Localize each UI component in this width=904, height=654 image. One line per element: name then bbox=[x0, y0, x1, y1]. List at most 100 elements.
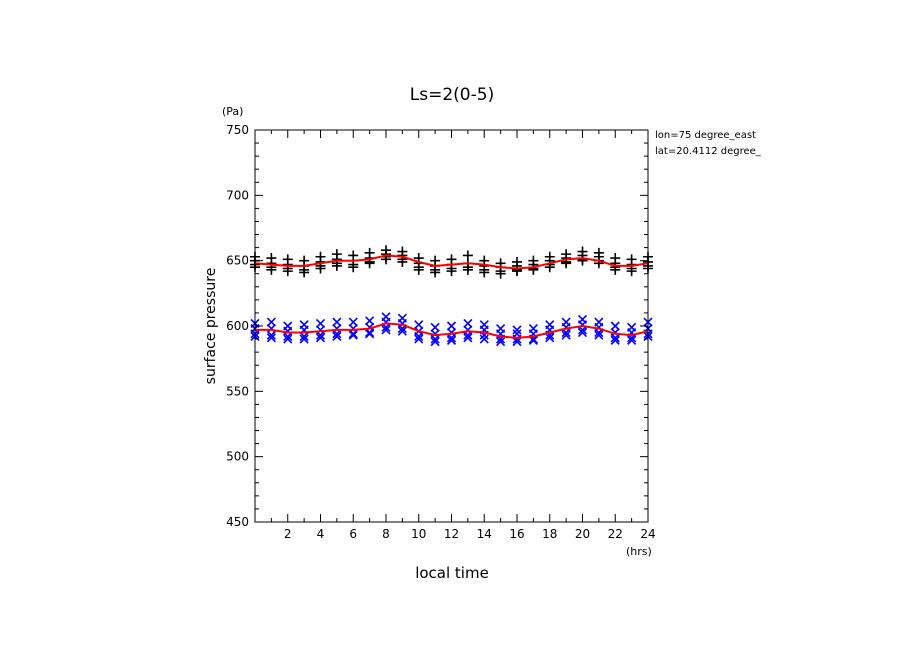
data-point bbox=[462, 250, 473, 261]
data-point bbox=[414, 331, 424, 342]
x-axis-label: local time bbox=[415, 564, 489, 582]
data-point bbox=[610, 335, 620, 345]
x-tick-label: 10 bbox=[411, 527, 426, 541]
data-point bbox=[397, 313, 407, 323]
data-point bbox=[626, 266, 637, 277]
data-point bbox=[561, 330, 571, 340]
data-point bbox=[348, 262, 359, 273]
data-point bbox=[512, 337, 522, 347]
data-point bbox=[332, 329, 342, 339]
data-point bbox=[365, 327, 375, 338]
data-point bbox=[315, 330, 326, 340]
data-point bbox=[397, 256, 408, 267]
x-tick-label: 14 bbox=[477, 527, 492, 541]
data-point bbox=[348, 250, 359, 261]
data-point bbox=[365, 316, 375, 326]
data-point bbox=[413, 264, 424, 275]
data-point bbox=[496, 324, 506, 334]
plot-frame bbox=[254, 129, 649, 523]
data-point bbox=[266, 317, 276, 327]
y-tick-label: 500 bbox=[226, 450, 249, 464]
x-tick-label: 4 bbox=[317, 527, 325, 541]
x-tick-label: 16 bbox=[509, 527, 524, 541]
data-point bbox=[446, 321, 457, 331]
data-point bbox=[299, 320, 309, 330]
data-point bbox=[627, 335, 637, 345]
x-tick-label: 8 bbox=[382, 527, 390, 541]
data-point bbox=[594, 317, 604, 327]
data-point bbox=[266, 330, 276, 340]
series-2 bbox=[250, 312, 653, 347]
data-point bbox=[381, 245, 391, 256]
data-point bbox=[283, 321, 293, 331]
data-point bbox=[332, 331, 342, 342]
data-point bbox=[299, 255, 310, 266]
data-point bbox=[545, 333, 555, 343]
data-point bbox=[299, 331, 309, 342]
data-point bbox=[610, 321, 620, 331]
data-point bbox=[315, 333, 326, 343]
data-point bbox=[283, 334, 293, 344]
data-point bbox=[348, 330, 358, 340]
y-tick-label: 700 bbox=[226, 188, 249, 202]
data-point bbox=[446, 254, 457, 265]
data-point bbox=[365, 329, 375, 339]
annotation-lat: lat=20.4112 degree_ bbox=[655, 146, 762, 157]
x-unit-label: (hrs) bbox=[626, 545, 652, 558]
series-1 bbox=[250, 245, 653, 279]
data-point bbox=[463, 333, 473, 343]
data-point bbox=[430, 322, 440, 332]
data-point bbox=[430, 337, 440, 347]
data-point bbox=[528, 324, 538, 334]
data-point bbox=[446, 266, 457, 277]
data-point bbox=[332, 317, 342, 327]
data-point bbox=[512, 325, 522, 335]
data-point bbox=[479, 267, 490, 278]
data-point bbox=[479, 320, 489, 330]
data-point bbox=[414, 334, 424, 344]
data-point bbox=[626, 254, 637, 265]
data-point bbox=[610, 333, 620, 343]
data-point bbox=[594, 330, 604, 340]
data-point bbox=[364, 247, 375, 258]
x-tick-label: 24 bbox=[640, 527, 655, 541]
data-point bbox=[479, 334, 489, 344]
data-point bbox=[299, 267, 310, 278]
data-point bbox=[299, 334, 309, 344]
x-tick-label: 20 bbox=[575, 527, 590, 541]
data-point bbox=[593, 247, 604, 258]
x-tick-label: 6 bbox=[349, 527, 357, 541]
data-point bbox=[496, 337, 506, 347]
y-unit-label: (Pa) bbox=[222, 105, 243, 118]
data-point bbox=[315, 318, 326, 328]
data-point bbox=[282, 254, 293, 265]
data-point bbox=[381, 325, 391, 335]
data-point bbox=[331, 260, 342, 271]
data-point bbox=[495, 268, 506, 279]
data-point bbox=[283, 331, 293, 342]
data-point bbox=[381, 312, 391, 322]
data-point bbox=[577, 246, 588, 257]
data-point bbox=[282, 266, 293, 277]
data-point bbox=[266, 333, 276, 343]
x-tick-label: 22 bbox=[608, 527, 623, 541]
data-point bbox=[561, 249, 572, 260]
data-point bbox=[397, 246, 408, 257]
data-point bbox=[544, 251, 555, 262]
data-point bbox=[528, 255, 539, 266]
data-point bbox=[577, 314, 588, 325]
data-point bbox=[266, 264, 277, 275]
y-axis-label: surface pressure bbox=[203, 268, 219, 385]
data-point bbox=[266, 253, 277, 264]
data-point bbox=[430, 267, 441, 278]
y-tick-label: 750 bbox=[226, 123, 249, 137]
data-point bbox=[577, 327, 588, 338]
data-point bbox=[610, 253, 621, 264]
x-tick-label: 18 bbox=[542, 527, 557, 541]
y-tick-label: 650 bbox=[226, 254, 249, 268]
chart-title: Ls=2(0-5) bbox=[410, 85, 494, 105]
x-tick-label: 12 bbox=[444, 527, 459, 541]
y-tick-label: 600 bbox=[226, 319, 249, 333]
